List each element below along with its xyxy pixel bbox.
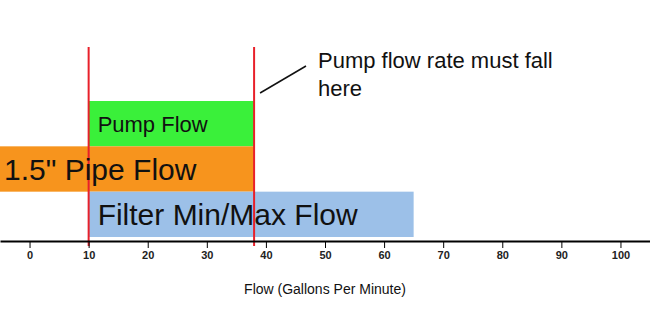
annotation: Pump flow rate must fallhere	[318, 48, 553, 101]
bar-labels: Pump Flow 1.5" Pipe Flow Filter Min/Max Fl…	[4, 112, 358, 232]
tick: 80	[497, 241, 509, 261]
category-label: Filter Min/Max Flow	[98, 198, 358, 231]
tick-mark	[502, 241, 503, 248]
tick-mark	[89, 241, 90, 248]
tick-mark	[384, 241, 385, 248]
axis-title: Flow (Gallons Per Minute)	[244, 281, 406, 297]
tick-mark	[620, 241, 621, 248]
reference-line	[88, 47, 90, 246]
leader-line	[260, 66, 306, 93]
tick-mark	[30, 241, 31, 248]
tick-label: 20	[142, 249, 154, 261]
tick-mark	[148, 241, 149, 248]
tick-label: 0	[27, 249, 33, 261]
tick: 20	[142, 241, 154, 261]
tick: 90	[556, 241, 568, 261]
tick-mark	[325, 241, 326, 248]
x-axis: 0 10 20 30 40 50 60 70 80 90 100	[1, 241, 650, 261]
tick-mark	[266, 241, 267, 248]
tick-label: 10	[83, 249, 95, 261]
tick-label: 50	[319, 249, 331, 261]
tick-label: 100	[612, 249, 630, 261]
range-bar	[89, 192, 414, 237]
tick-mark	[561, 241, 562, 248]
tick-label: 80	[497, 249, 509, 261]
tick: 50	[319, 241, 331, 261]
tick: 40	[260, 241, 272, 261]
tick: 100	[612, 241, 630, 261]
tick-label: 30	[201, 249, 213, 261]
tick-label: 60	[378, 249, 390, 261]
range-bar	[89, 101, 254, 146]
tick: 70	[438, 241, 450, 261]
tick-mark	[443, 241, 444, 248]
tick-label: 40	[260, 249, 272, 261]
tick: 30	[201, 241, 213, 261]
category-label: Pump Flow	[98, 112, 208, 137]
tick: 60	[378, 241, 390, 261]
plot-area	[0, 47, 414, 246]
tick: 10	[83, 241, 95, 261]
tick-mark	[207, 241, 208, 248]
category-label: 1.5" Pipe Flow	[4, 153, 197, 186]
range-bar	[0, 146, 254, 191]
tick: 0	[27, 241, 33, 261]
tick-label: 90	[556, 249, 568, 261]
chart: Pump Flow 1.5" Pipe Flow Filter Min/Max Fl…	[0, 0, 650, 309]
tick-label: 70	[438, 249, 450, 261]
